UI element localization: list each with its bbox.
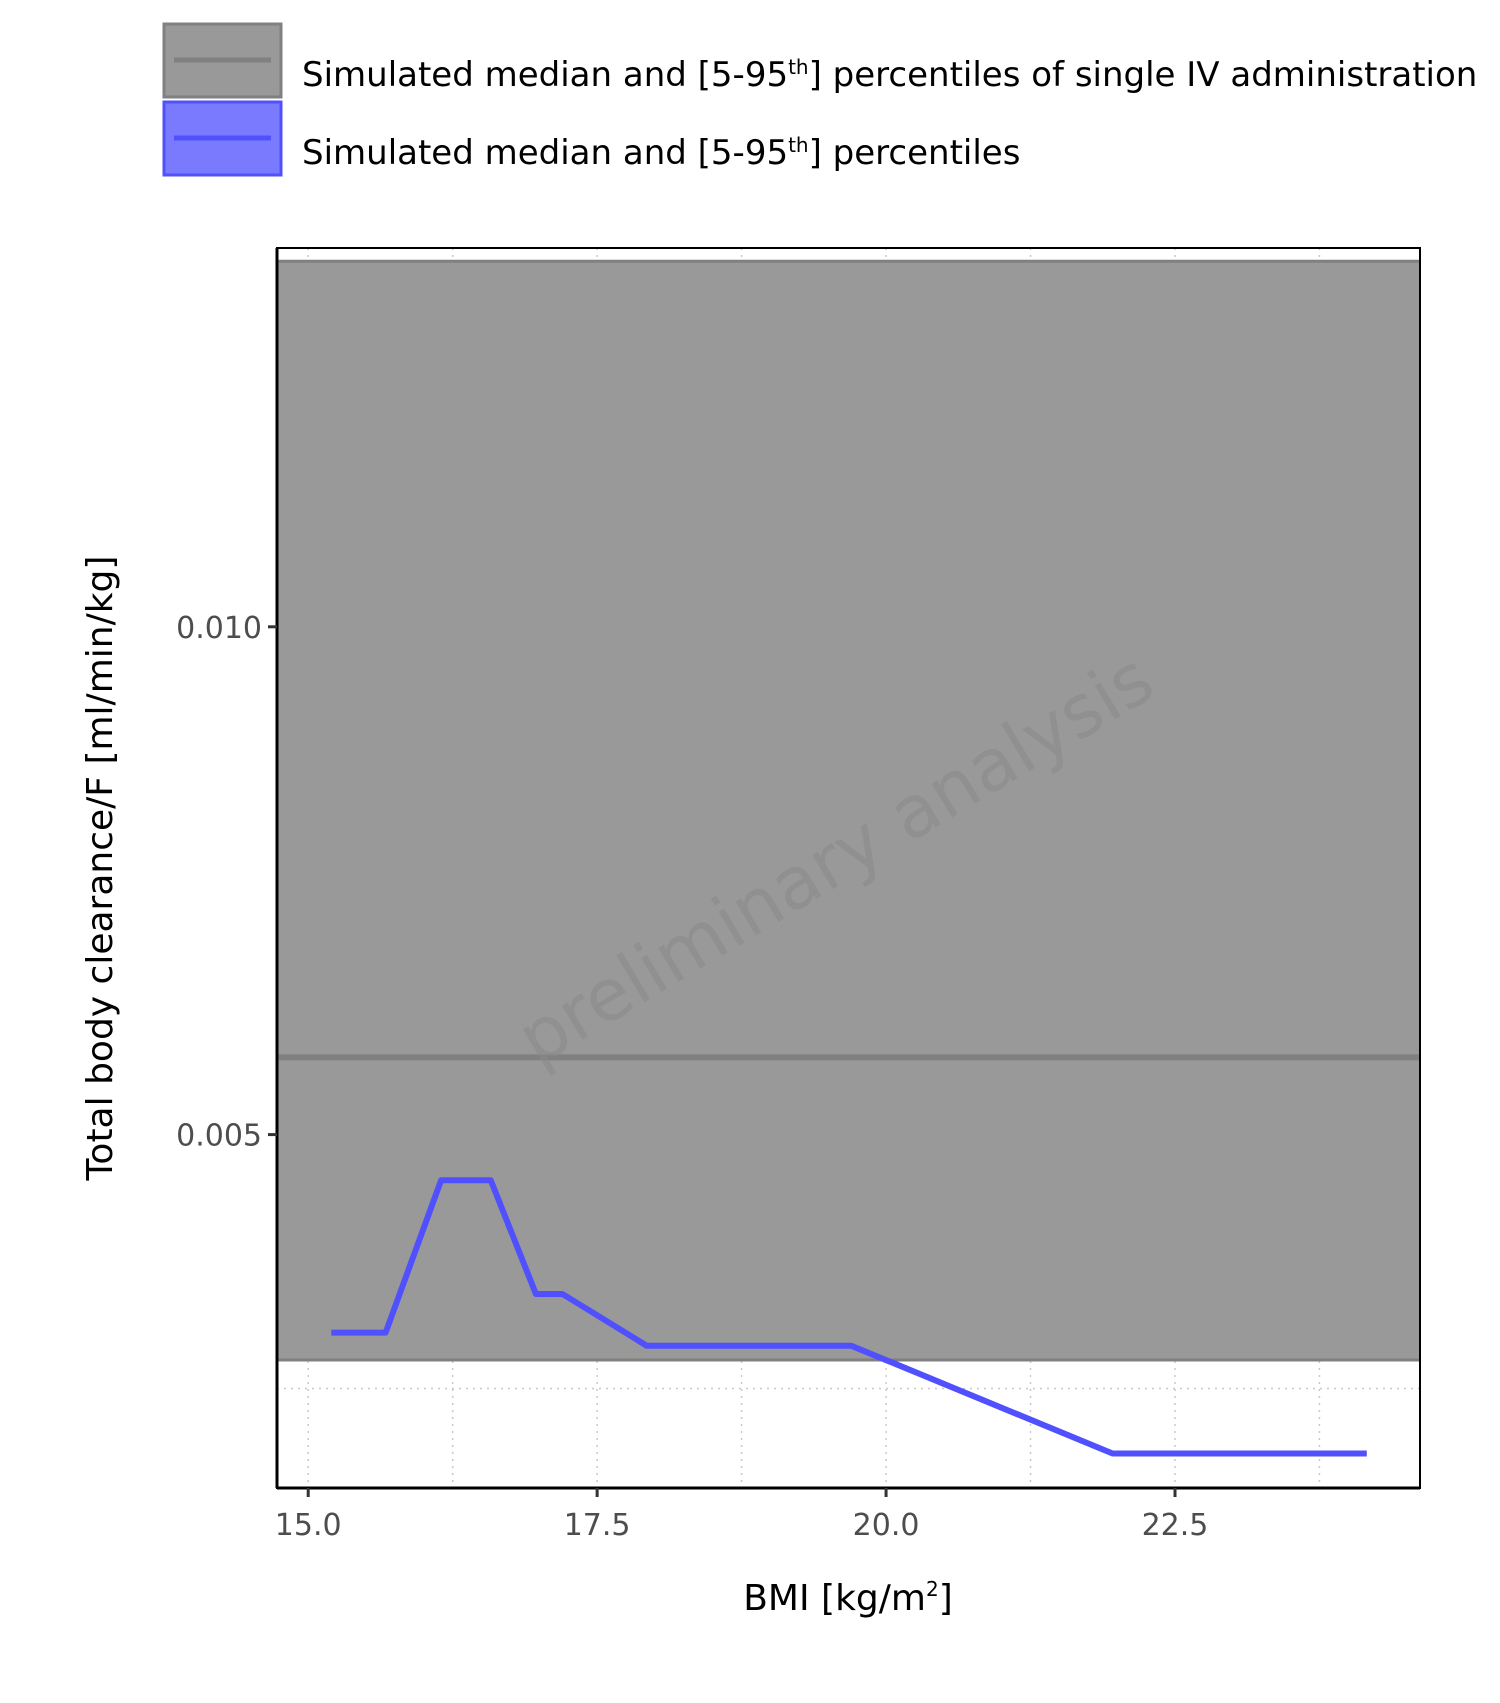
legend-label-sim: Simulated median and [5-95th] percentile…: [302, 133, 1020, 173]
axes: 15.0 17.5 20.0 22.5 0.005 0.010: [176, 611, 1208, 1543]
x-axis-title: BMI [kg/m2]: [743, 1577, 953, 1619]
simulated-median-line: [331, 1177, 1367, 1457]
data-marks: [277, 259, 1420, 1457]
x-tick-label: 22.5: [1142, 1508, 1209, 1543]
iv-percentile-band: [277, 261, 1420, 1361]
x-tick-label: 17.5: [564, 1508, 631, 1543]
y-tick-label: 0.010: [176, 611, 262, 646]
plot-panel: preliminary analysis: [275, 247, 1421, 1490]
x-tick-label: 15.0: [275, 1508, 342, 1543]
x-tick-label: 20.0: [853, 1508, 920, 1543]
legend-label-iv: Simulated median and [5-95th] percentile…: [302, 55, 1477, 95]
y-axis-title: Total body clearance/F [ml/min/kg]: [80, 556, 121, 1182]
y-tick-label: 0.005: [176, 1119, 262, 1154]
legend: Simulated median and [5-95th] percentile…: [162, 22, 1477, 177]
